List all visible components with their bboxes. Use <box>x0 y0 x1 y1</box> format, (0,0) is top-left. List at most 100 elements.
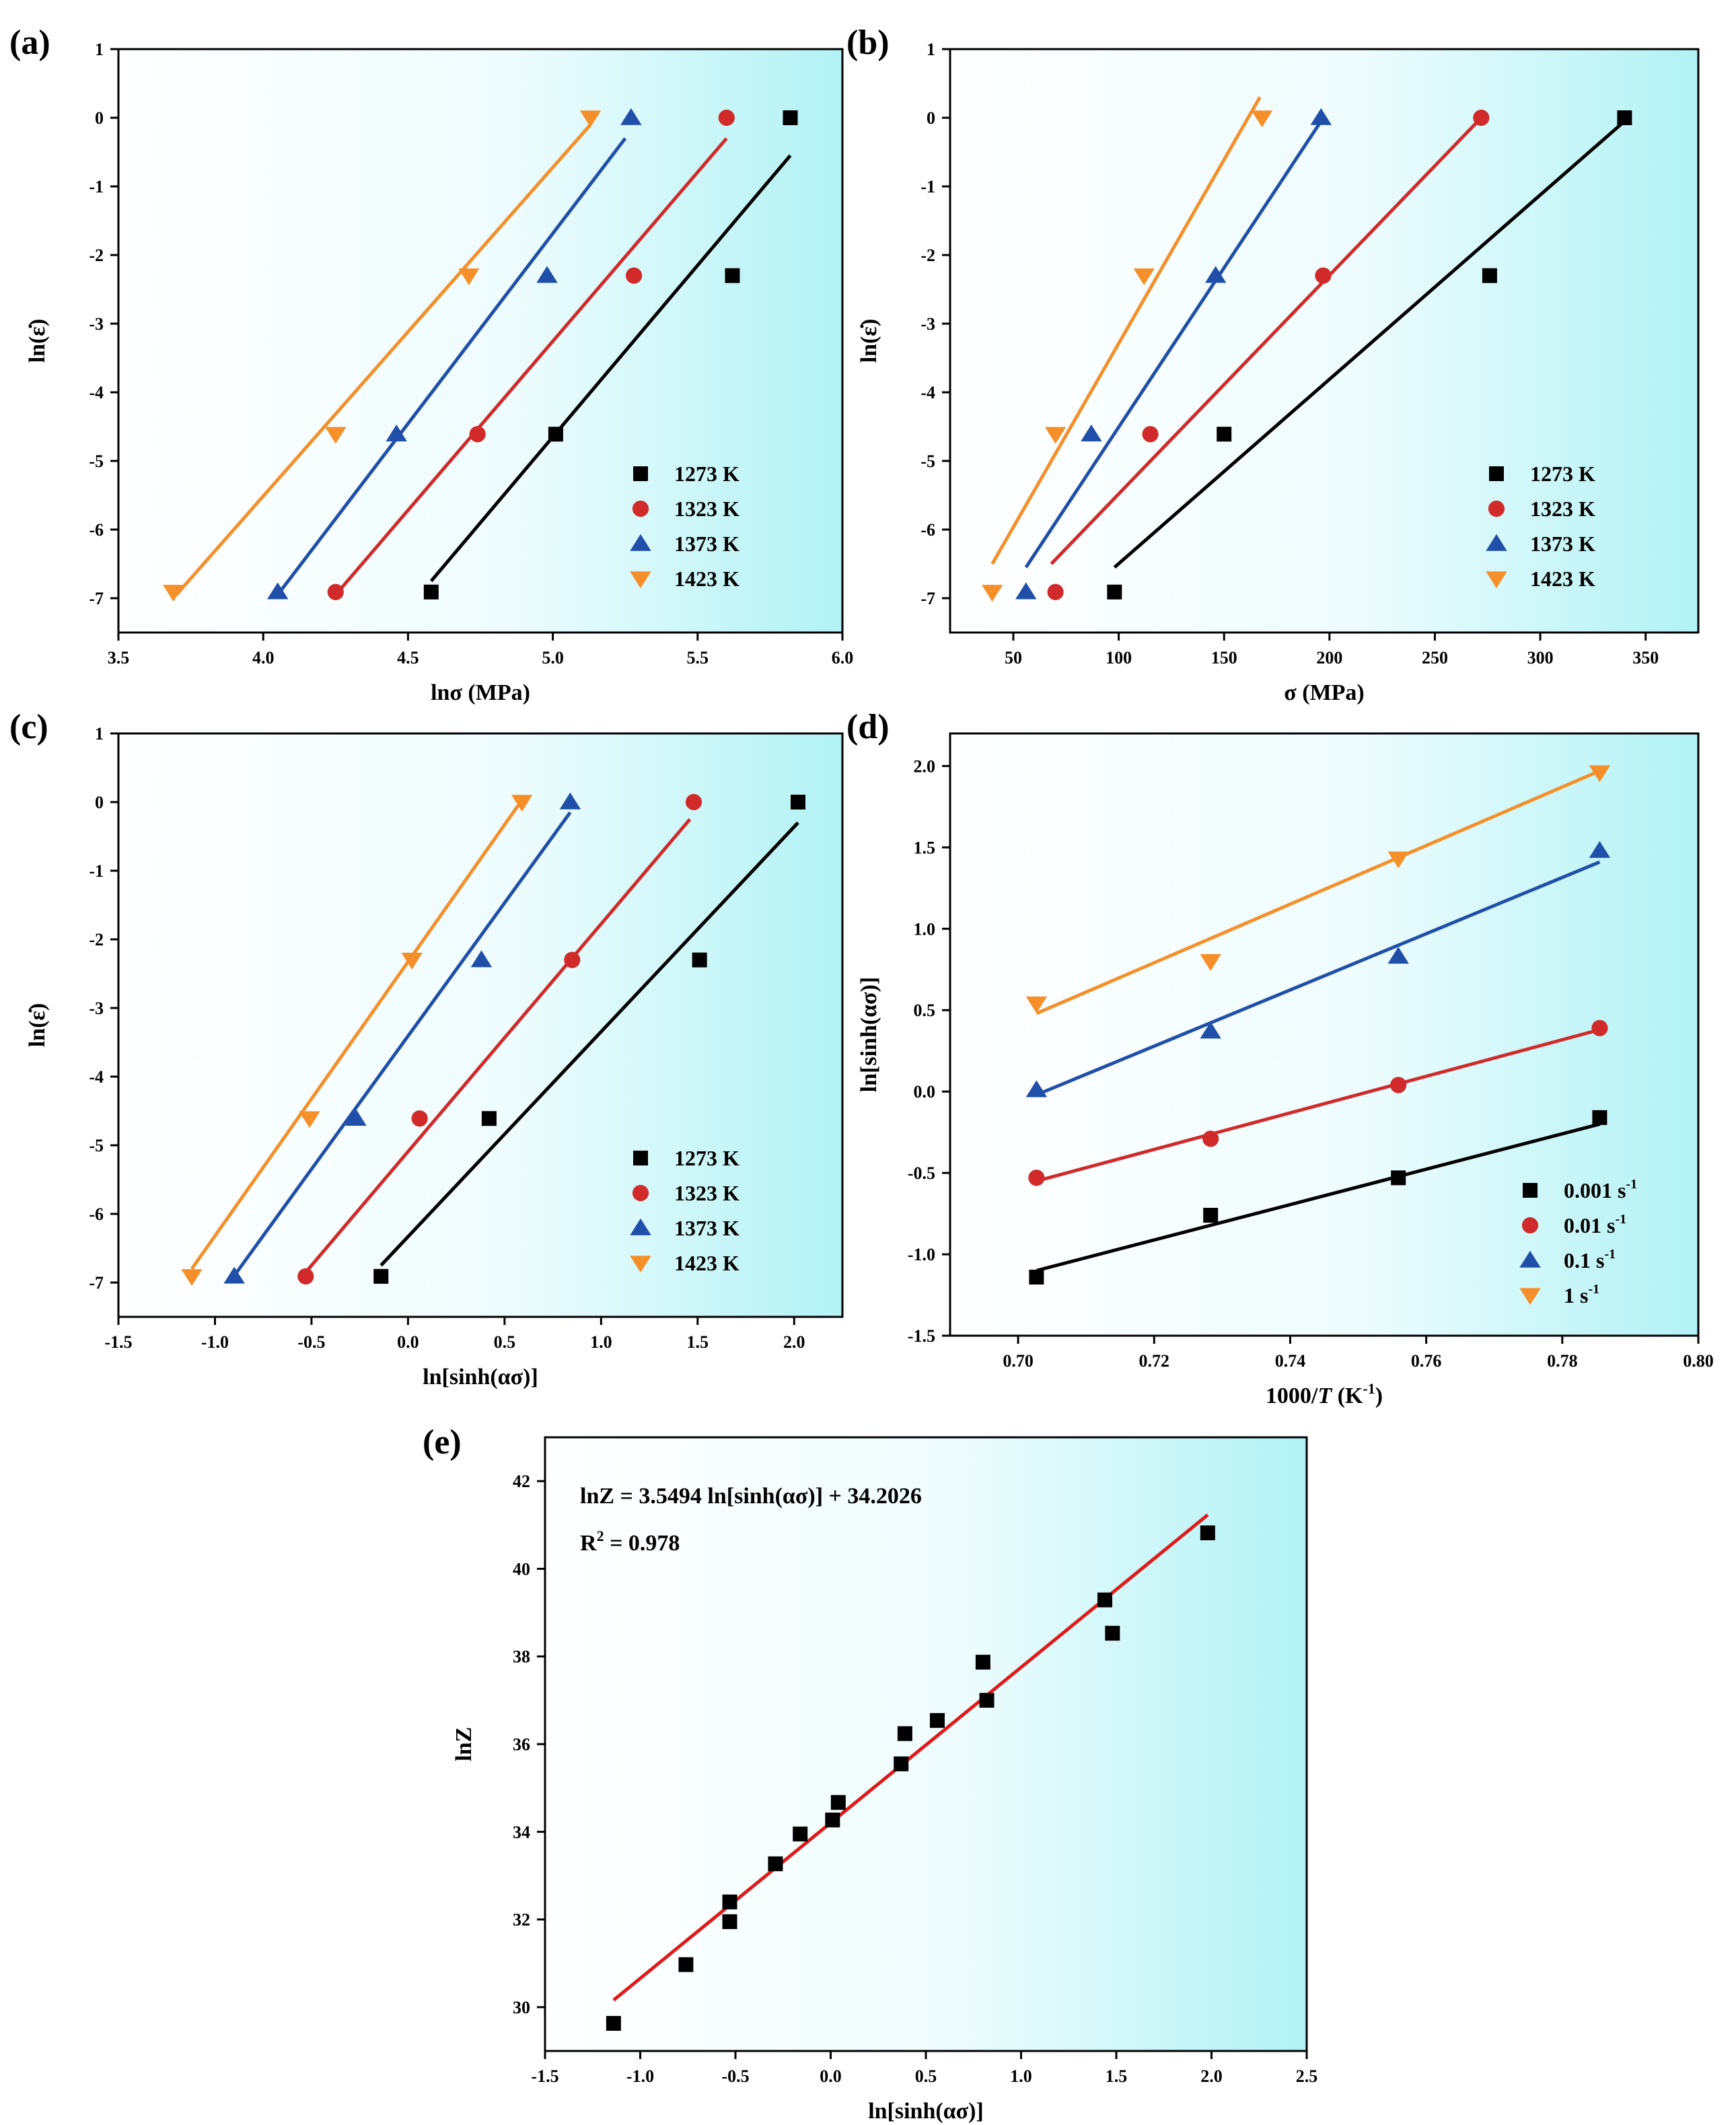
fit-line <box>304 818 692 1274</box>
y-tick-label: -5 <box>920 452 935 471</box>
data-point <box>481 1111 497 1126</box>
data-point <box>1617 110 1632 125</box>
y-tick-label: -7 <box>89 589 104 608</box>
y-tick-label: -1 <box>89 177 104 196</box>
data-point <box>1044 427 1066 444</box>
y-tick-label: -2 <box>920 246 935 265</box>
plot-background <box>118 733 842 1317</box>
panel-label: (d) <box>846 708 890 746</box>
y-tick-label: 0.0 <box>914 1082 936 1102</box>
x-tick-label: 0.80 <box>1683 1351 1714 1371</box>
data-point <box>929 1713 945 1728</box>
data-point <box>894 1756 909 1772</box>
y-tick-label: -2 <box>89 246 104 265</box>
data-point <box>325 427 347 444</box>
data-point <box>373 1268 389 1284</box>
r-squared-part: = 0.978 <box>604 1531 680 1556</box>
data-point <box>718 109 735 127</box>
data-point <box>1589 840 1611 858</box>
data-point <box>266 582 289 600</box>
y-tick-label: -7 <box>920 589 935 608</box>
data-point <box>830 1795 846 1810</box>
legend-label-part: 1 s <box>1564 1283 1588 1307</box>
x-tick-label: 2.0 <box>783 1332 805 1352</box>
y-tick-label: 0 <box>95 108 104 128</box>
data-point <box>768 1856 783 1871</box>
r-squared-sup: 2 <box>597 1527 604 1544</box>
data-point <box>825 1812 840 1828</box>
x-tick-label: 1.0 <box>590 1332 612 1352</box>
y-tick-label: 36 <box>513 1735 530 1754</box>
y-tick-label: 2.0 <box>914 756 936 776</box>
y-tick-label: -5 <box>89 1136 104 1155</box>
fit-line <box>175 123 592 596</box>
y-tick-label: 34 <box>513 1822 530 1842</box>
data-point <box>579 110 602 128</box>
legend-label: 0.01 s-1 <box>1564 1212 1626 1237</box>
legend-label: 1423 K <box>1530 567 1595 591</box>
fit-equation: lnZ = 3.5494 ln[sinh(ασ)] + 34.2026 <box>580 1484 922 1509</box>
data-point <box>1105 1626 1120 1641</box>
y-tick-label: 0 <box>95 793 104 812</box>
data-point <box>536 266 558 283</box>
y-tick-label: 1 <box>95 724 104 744</box>
x-tick-label: 150 <box>1211 648 1237 668</box>
data-point <box>181 1269 203 1287</box>
legend-marker <box>632 1184 649 1202</box>
x-tick-label: 4.0 <box>252 648 275 668</box>
data-point <box>223 1266 245 1284</box>
x-tick-label: 350 <box>1632 648 1659 668</box>
data-point <box>975 1655 990 1670</box>
panel-label: (e) <box>423 1423 462 1462</box>
y-tick-label: 32 <box>513 1910 530 1930</box>
legend-marker <box>630 571 651 589</box>
x-tick-label: 0.0 <box>820 2066 842 2086</box>
legend-label-sup: -1 <box>1588 1282 1599 1297</box>
legend-label: 1323 K <box>674 1181 739 1205</box>
chart-panel-5: (e) -1.5 -1.0 -0.5 0.0 0.5 1.0 1.5 2.0 2.5 42 40 38 3… <box>423 1423 1317 2124</box>
data-point <box>793 1826 808 1842</box>
x-tick-label: -1.5 <box>104 1332 132 1352</box>
data-point <box>692 952 707 968</box>
x-tick-label: 0.70 <box>1003 1351 1034 1371</box>
y-tick-label: -4 <box>920 383 935 402</box>
data-point <box>783 110 798 125</box>
y-tick-label: 1 <box>95 40 104 59</box>
legend-label-sup: -1 <box>1626 1177 1637 1192</box>
legend-marker <box>1519 1288 1541 1305</box>
legend-marker <box>1486 534 1507 551</box>
y-axis-label: ln(ε̇) <box>25 1003 50 1048</box>
data-point <box>1390 1077 1407 1093</box>
legend-label: 1373 K <box>674 1216 739 1240</box>
x-axis-label-part: T <box>1317 1383 1332 1408</box>
legend-label-part: 0.1 s <box>1564 1248 1604 1272</box>
fit-line <box>990 96 1262 565</box>
data-point <box>722 1914 737 1929</box>
x-axis-label: ln[sinh(ασ)] <box>868 2099 984 2124</box>
y-tick-label: -1.0 <box>908 1245 935 1264</box>
y-tick-label: -7 <box>89 1273 104 1293</box>
legend-label: 1373 K <box>1530 532 1595 556</box>
x-axis-label: ln[sinh(ασ)] <box>423 1365 538 1390</box>
x-tick-label: 50 <box>1005 648 1022 668</box>
data-point <box>469 426 486 443</box>
data-point <box>1202 1130 1219 1147</box>
data-point <box>897 1726 912 1741</box>
r-squared-part: R <box>580 1531 597 1556</box>
y-axis-label: lnZ <box>451 1727 476 1761</box>
axes-frame <box>949 732 1700 1337</box>
legend-label: 1273 K <box>674 462 739 486</box>
legend-label: 1323 K <box>1530 497 1595 521</box>
data-point <box>163 585 184 602</box>
data-point <box>1387 947 1409 964</box>
legend-marker <box>1519 1250 1541 1268</box>
y-tick-label: -3 <box>920 314 935 334</box>
x-tick-label: 200 <box>1316 648 1342 668</box>
y-tick-label: -1 <box>920 177 935 196</box>
fit-line <box>276 137 627 596</box>
data-point <box>386 424 407 441</box>
data-point <box>1133 268 1155 285</box>
x-tick-label: 300 <box>1527 648 1554 668</box>
data-point <box>626 267 643 284</box>
y-tick-label: -6 <box>89 1204 104 1224</box>
